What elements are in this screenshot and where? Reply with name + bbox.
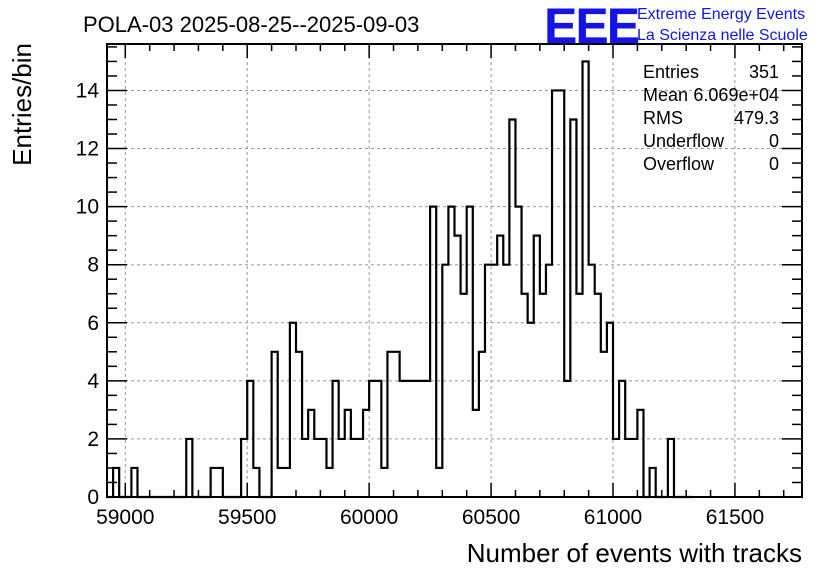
y-tick-label: 12 xyxy=(76,138,99,161)
y-axis-title: Entries/bin xyxy=(7,43,37,166)
x-tick-label: 60500 xyxy=(462,506,520,529)
y-tick-labels: 0 2 4 6 8 10 12 14 xyxy=(76,79,100,509)
stats-value: 6.069e+04 xyxy=(693,85,779,105)
eee-logo: EEE Extreme Energy Events La Scienza nel… xyxy=(544,0,808,54)
axis-ticks xyxy=(107,44,802,498)
y-tick-label: 0 xyxy=(87,486,99,509)
y-tick-label: 4 xyxy=(87,370,99,393)
gridlines xyxy=(107,44,802,497)
y-tick-label: 6 xyxy=(87,312,99,335)
stats-value: 0 xyxy=(769,131,779,151)
logo-line-1: Extreme Energy Events xyxy=(637,6,805,23)
stats-label: RMS xyxy=(643,108,683,128)
stats-label: Mean xyxy=(643,85,688,105)
eee-logo-mark: EEE xyxy=(544,0,639,54)
stats-label: Underflow xyxy=(643,131,725,151)
y-tick-label: 8 xyxy=(87,254,99,277)
stats-label: Entries xyxy=(643,62,699,82)
stats-value: 479.3 xyxy=(734,108,779,128)
x-tick-label: 59500 xyxy=(218,506,276,529)
y-tick-label: 2 xyxy=(87,428,99,451)
x-tick-label: 61500 xyxy=(706,506,764,529)
x-tick-label: 60000 xyxy=(340,506,398,529)
chart-title: POLA-03 2025-08-25--2025-09-03 xyxy=(83,12,419,37)
y-tick-label: 10 xyxy=(76,196,99,219)
x-axis-title: Number of events with tracks xyxy=(467,538,802,568)
stats-value: 351 xyxy=(749,62,779,82)
stats-box: Entries 351 Mean 6.069e+04 RMS 479.3 Underflow… xyxy=(643,62,779,174)
x-tick-labels: 59000 59500 60000 60500 61000 61500 xyxy=(96,506,764,529)
y-tick-label: 14 xyxy=(76,79,100,102)
stats-label: Overflow xyxy=(643,154,715,174)
logo-line-2: La Scienza nelle Scuole xyxy=(637,27,808,44)
plot-frame xyxy=(106,43,803,498)
stats-value: 0 xyxy=(769,154,779,174)
x-tick-label: 59000 xyxy=(96,506,154,529)
x-tick-label: 61000 xyxy=(584,506,642,529)
